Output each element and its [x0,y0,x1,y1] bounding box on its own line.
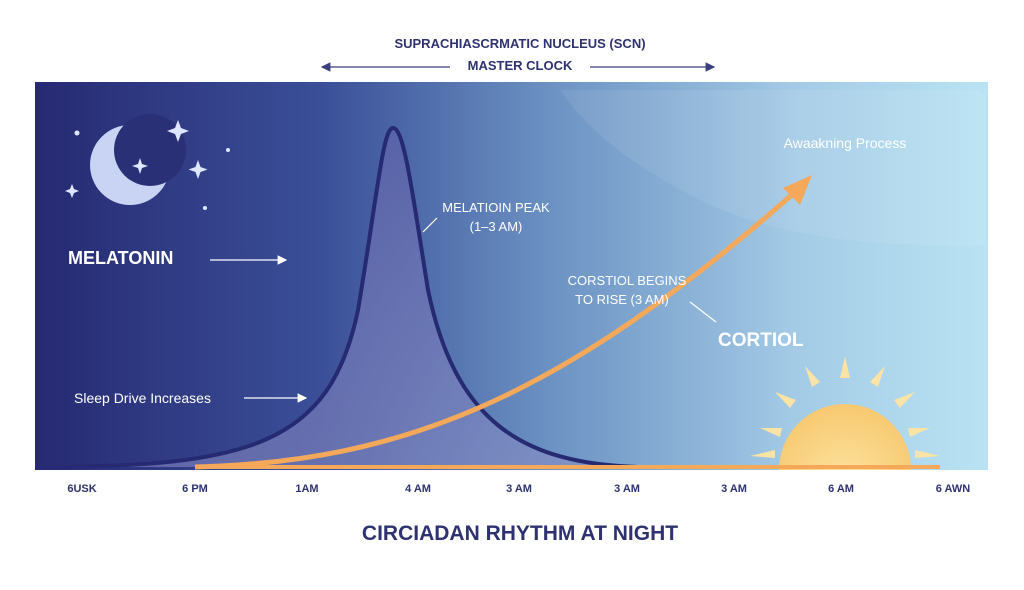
moon [90,114,186,205]
time-label: 3 AM [721,483,747,495]
time-label: 1AM [295,483,318,495]
melatonin-area [35,128,640,467]
sun [750,356,940,470]
sleep-drive-label: Sleep Drive Increases [74,390,211,406]
cortisol-begins-label: CORSTIOL BEGINS [568,273,687,288]
awakening-label: Awaakning Process [784,135,907,151]
footer-title: CIRCIADAN RHYTHM AT NIGHT [362,522,678,545]
time-label: 3 AM [614,483,640,495]
pointer [689,301,717,323]
melatonin-label: MELATONIN [68,248,173,268]
time-axis: 6USK 6 PM 1AM 4 AM 3 AM 3 AM 3 AM 6 AM 6 AWN [67,483,970,495]
cortisol-arrowhead [783,175,812,205]
time-label: 6 AM [828,483,854,495]
header-subtitle: MASTER CLOCK [468,58,573,73]
cortisol-curve [194,190,797,470]
highlight [560,90,985,246]
stars [65,120,230,210]
cortisol-begins-label: TO RISE (3 AM) [575,292,669,307]
time-label: 3 AM [506,483,532,495]
time-label: 6USK [67,483,96,495]
cortisol-label: CORTIOL [718,330,804,351]
pointer [422,217,438,233]
time-label: 6 PM [182,483,208,495]
peak-label: (1–3 AM) [470,219,523,234]
peak-label: MELATIOIN PEAK [442,200,550,215]
time-label: 4 AM [405,483,431,495]
header-title: SUPRACHIASCRMATIC NUCLEUS (SCN) [394,36,645,51]
panel-content: MELATONIN Sleep Drive Increases MELATIOI… [35,90,985,470]
melatonin-curve [35,125,641,469]
panel [35,82,988,470]
time-label: 6 AWN [936,483,970,495]
